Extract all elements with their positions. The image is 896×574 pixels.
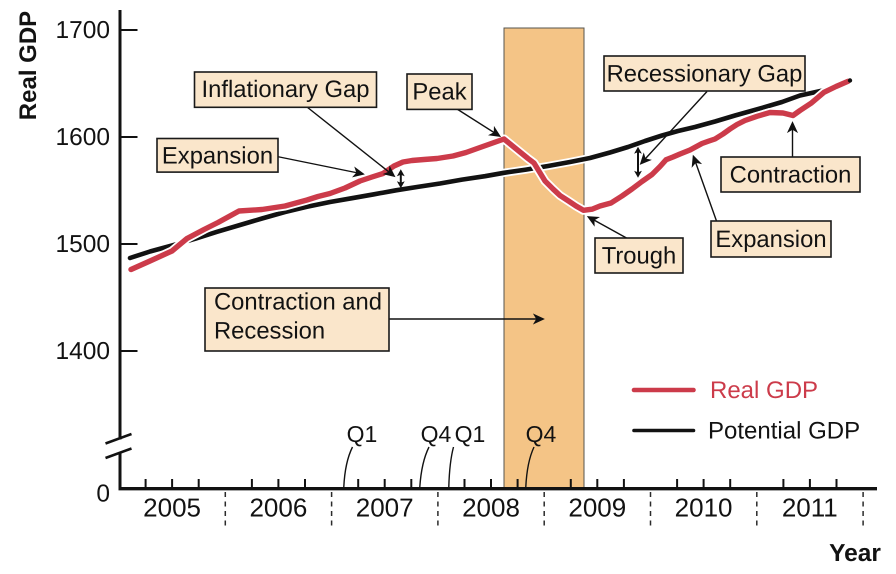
svg-text:1600: 1600	[55, 124, 110, 151]
svg-text:Recessionary Gap: Recessionary Gap	[607, 61, 803, 88]
svg-text:Contraction and: Contraction and	[214, 289, 382, 316]
svg-text:Real GDP: Real GDP	[15, 11, 42, 120]
svg-text:1400: 1400	[55, 338, 110, 365]
svg-text:2011: 2011	[782, 493, 838, 523]
svg-text:2009: 2009	[568, 493, 626, 523]
svg-text:1500: 1500	[55, 231, 110, 258]
svg-text:Real GDP: Real GDP	[710, 377, 818, 404]
svg-text:Year: Year	[829, 540, 881, 567]
svg-text:Q4: Q4	[421, 421, 452, 447]
svg-text:Peak: Peak	[412, 79, 466, 106]
svg-text:Q4: Q4	[526, 421, 557, 447]
svg-text:2005: 2005	[143, 493, 201, 523]
svg-text:Potential GDP: Potential GDP	[708, 418, 860, 445]
svg-text:2008: 2008	[462, 493, 520, 523]
svg-text:Contraction: Contraction	[730, 162, 852, 189]
svg-text:Q1: Q1	[347, 421, 378, 447]
svg-text:Inflationary Gap: Inflationary Gap	[202, 76, 370, 103]
svg-text:1700: 1700	[55, 17, 110, 44]
svg-text:2010: 2010	[675, 493, 733, 523]
svg-text:Recession: Recession	[214, 318, 325, 345]
svg-text:Expansion: Expansion	[162, 143, 273, 170]
svg-text:2006: 2006	[249, 493, 307, 523]
svg-text:2007: 2007	[356, 493, 414, 523]
svg-text:Q1: Q1	[455, 421, 486, 447]
svg-text:Expansion: Expansion	[715, 226, 826, 253]
svg-text:0: 0	[96, 481, 110, 508]
svg-text:Trough: Trough	[602, 243, 677, 270]
